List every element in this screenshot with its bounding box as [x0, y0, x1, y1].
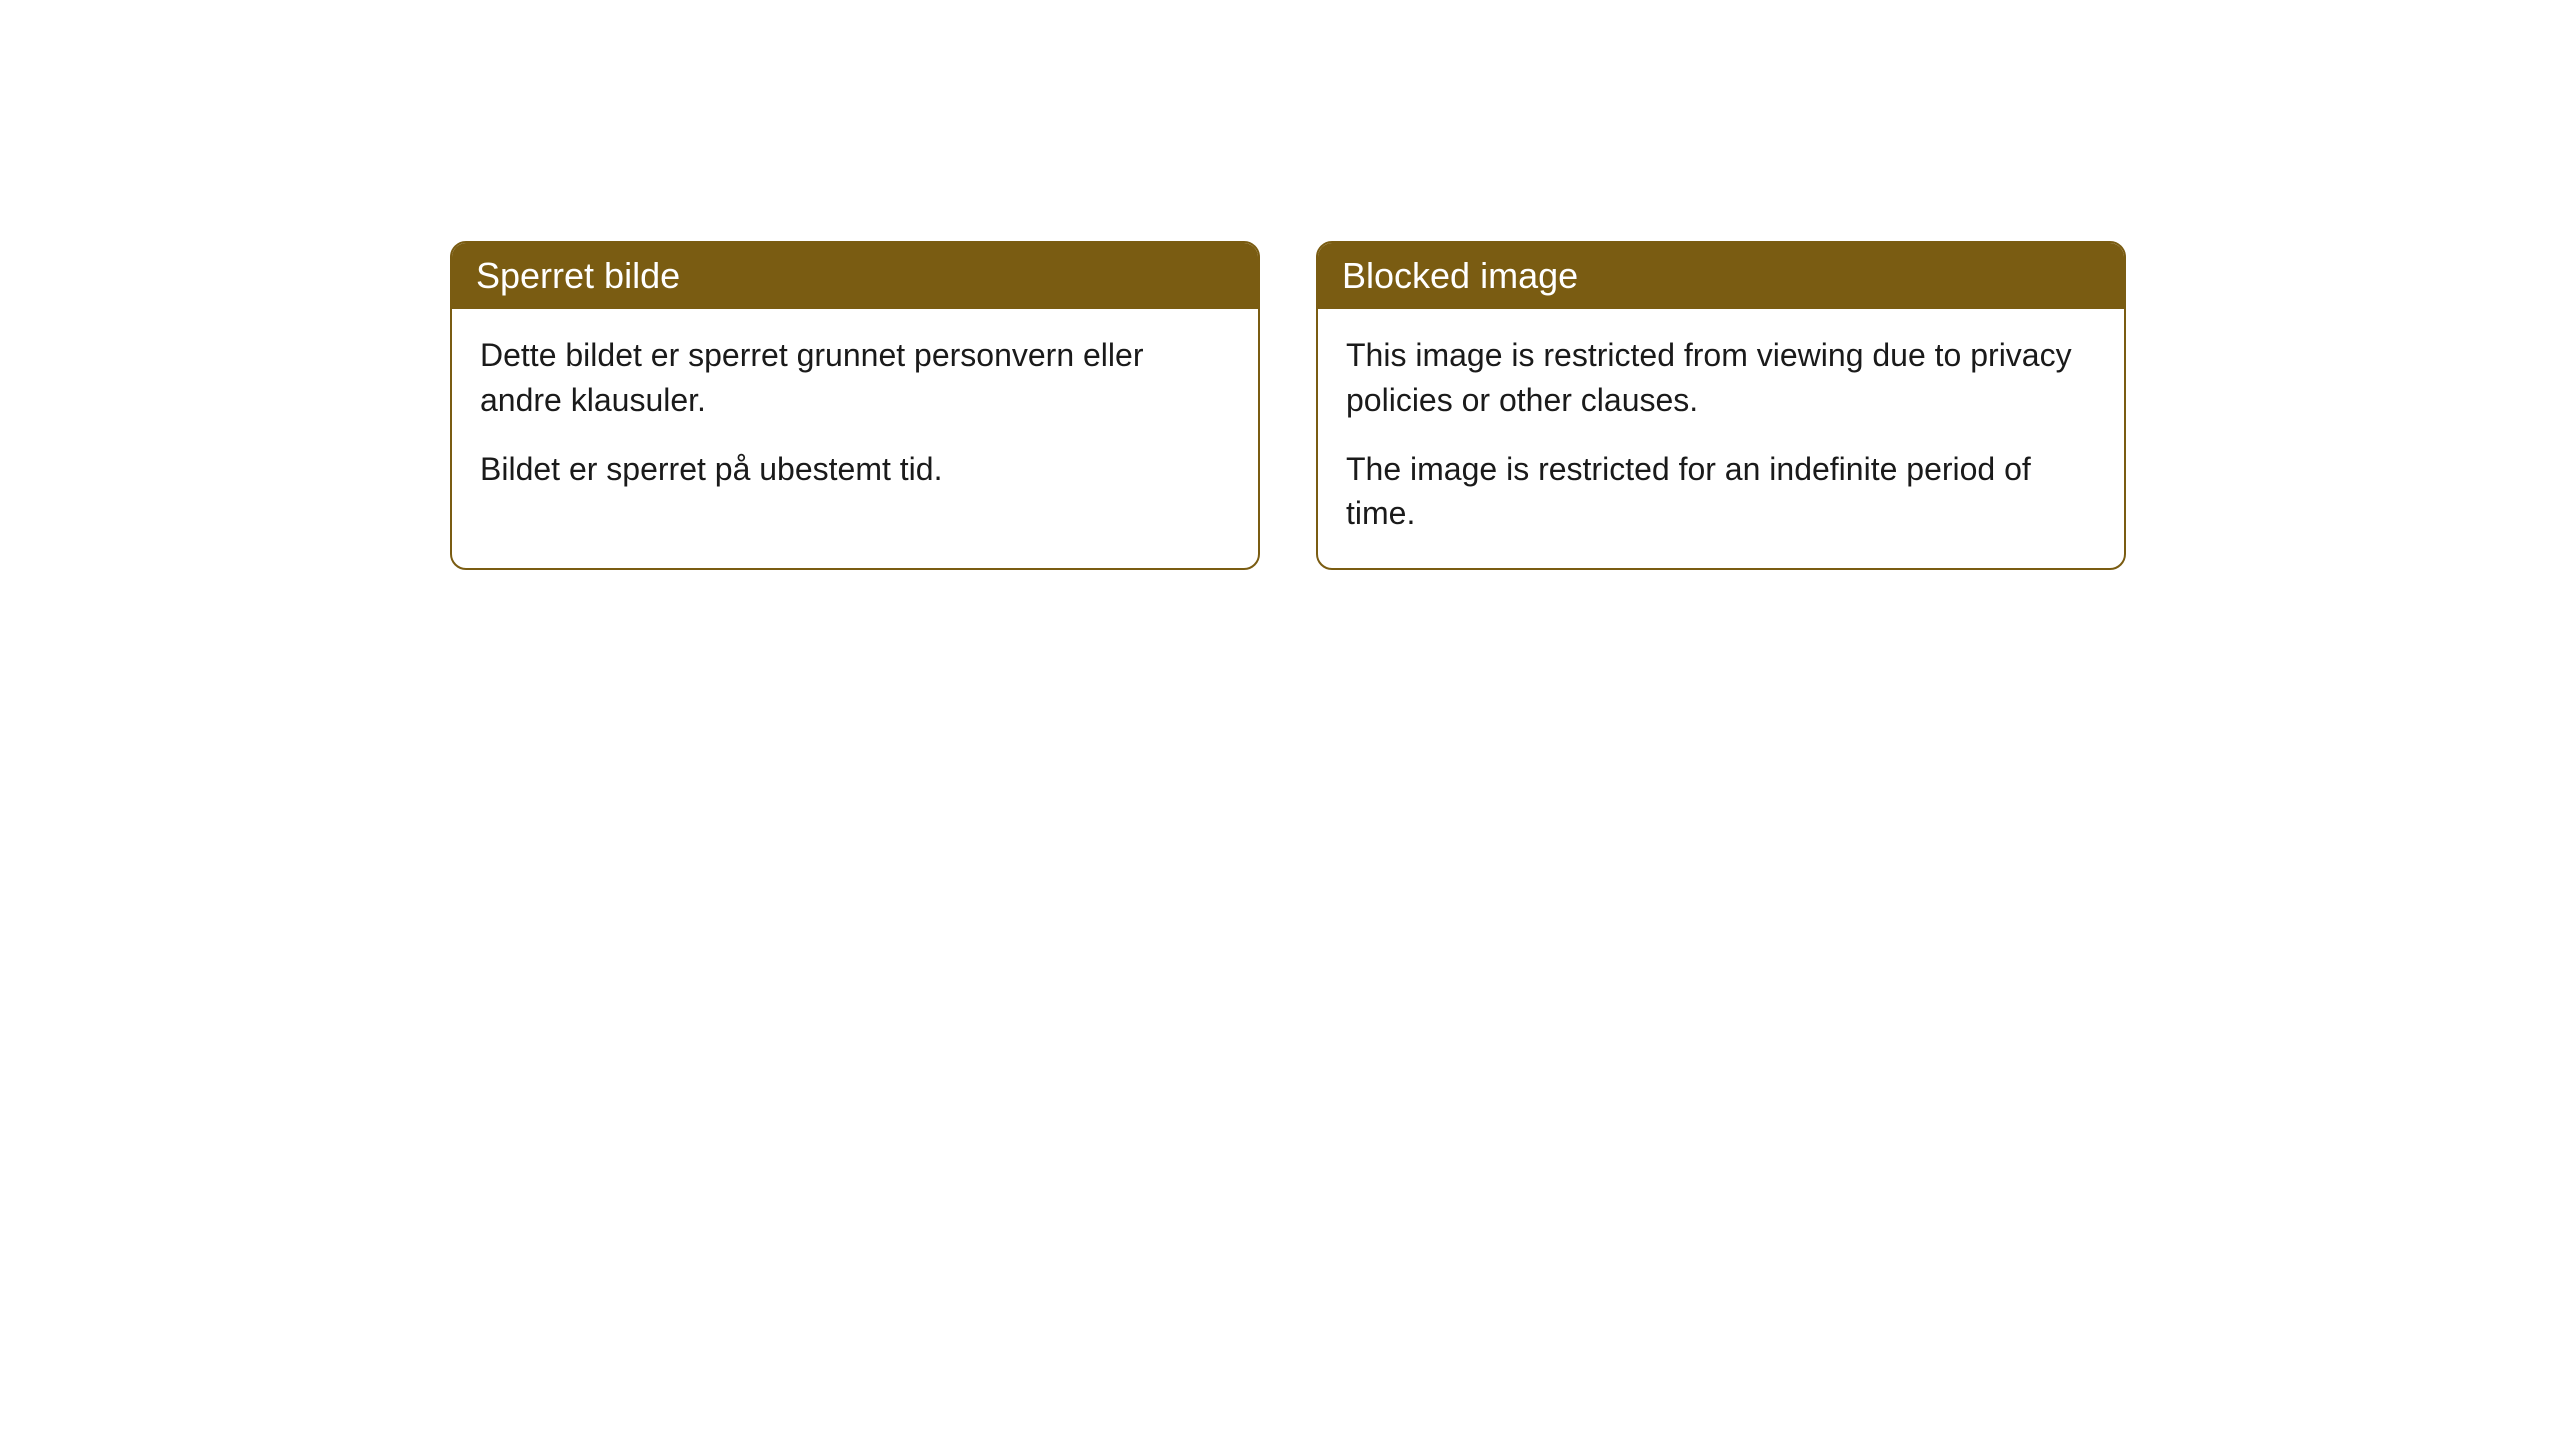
card-title: Blocked image	[1342, 255, 1578, 296]
card-body-english: This image is restricted from viewing du…	[1318, 309, 2124, 568]
card-paragraph-2: Bildet er sperret på ubestemt tid.	[480, 447, 1230, 492]
card-paragraph-1: This image is restricted from viewing du…	[1346, 333, 2096, 423]
blocked-image-card-english: Blocked image This image is restricted f…	[1316, 241, 2126, 570]
card-header-norwegian: Sperret bilde	[452, 243, 1258, 309]
card-paragraph-2: The image is restricted for an indefinit…	[1346, 447, 2096, 537]
card-header-english: Blocked image	[1318, 243, 2124, 309]
card-body-norwegian: Dette bildet er sperret grunnet personve…	[452, 309, 1258, 523]
card-paragraph-1: Dette bildet er sperret grunnet personve…	[480, 333, 1230, 423]
cards-container: Sperret bilde Dette bildet er sperret gr…	[450, 241, 2126, 570]
card-title: Sperret bilde	[476, 255, 680, 296]
blocked-image-card-norwegian: Sperret bilde Dette bildet er sperret gr…	[450, 241, 1260, 570]
